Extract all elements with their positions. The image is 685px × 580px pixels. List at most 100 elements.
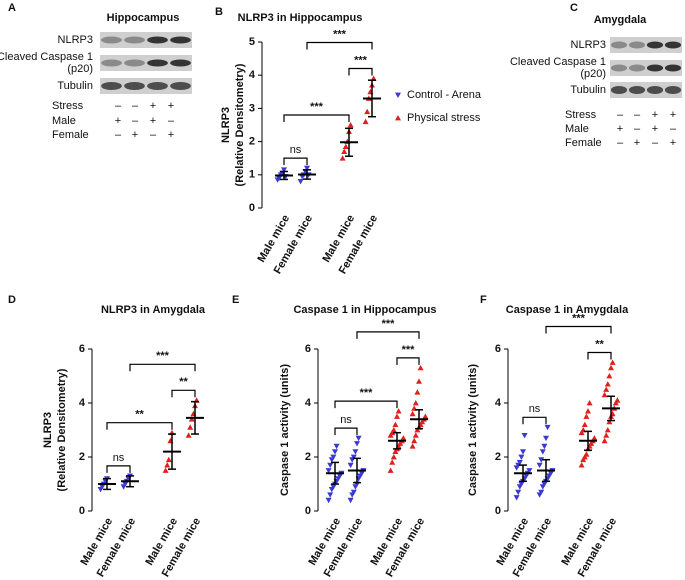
data-point — [614, 397, 621, 403]
data-point — [327, 462, 334, 469]
blot-band — [610, 60, 682, 76]
blot-lane — [170, 59, 191, 67]
data-point — [606, 418, 613, 425]
condition-mark: – — [168, 115, 175, 127]
condition-mark: – — [132, 115, 139, 127]
condition-mark: + — [634, 137, 640, 149]
y-tick-label: 0 — [495, 505, 501, 517]
condition-label: Male — [52, 115, 76, 127]
y-axis-label: NLRP3 — [220, 107, 232, 143]
legend-label: Control - Arena — [407, 89, 482, 101]
data-point — [601, 391, 608, 398]
data-point — [416, 378, 422, 384]
condition-mark: + — [115, 115, 121, 127]
significance-bracket — [334, 400, 398, 409]
panel-letter: F — [480, 294, 487, 306]
condition-label: Stress — [565, 109, 597, 121]
data-point — [394, 413, 400, 419]
blot-lane — [147, 82, 168, 90]
data-point — [332, 449, 338, 455]
data-point — [390, 427, 397, 433]
condition-mark: – — [634, 123, 641, 135]
blot-label: (p20) — [580, 68, 606, 80]
blot-label: Tubulin — [57, 80, 93, 92]
data-point — [347, 462, 354, 469]
data-point — [526, 468, 533, 474]
data-point — [601, 437, 608, 444]
data-point — [608, 364, 614, 371]
y-axis-label: Caspase 1 activity (units) — [279, 364, 291, 496]
blot-title: Amygdala — [594, 14, 647, 26]
data-point — [409, 410, 416, 417]
data-point — [350, 489, 357, 496]
panel-letter: E — [232, 294, 239, 306]
legend-marker — [395, 92, 401, 98]
condition-label: Male — [565, 123, 589, 135]
blot-band — [100, 55, 192, 71]
condition-mark: + — [652, 123, 658, 135]
data-point — [544, 424, 551, 431]
data-point — [609, 359, 616, 365]
data-point — [536, 462, 543, 469]
data-point — [591, 435, 598, 441]
significance-bracket — [356, 331, 420, 339]
blot-label: Cleaved Caspase 1 — [510, 56, 606, 68]
blot-lane — [147, 36, 168, 44]
data-point — [389, 459, 396, 465]
blot-lane — [664, 64, 682, 72]
y-tick-label: 4 — [305, 397, 312, 409]
data-point — [521, 433, 528, 439]
condition-mark: + — [168, 129, 174, 141]
significance-label: *** — [354, 54, 368, 66]
blot-lane — [124, 36, 145, 44]
blot-label: NLRP3 — [58, 34, 93, 46]
blot-lane — [170, 82, 191, 90]
blot-lane — [664, 41, 682, 49]
condition-mark: + — [617, 123, 623, 135]
data-point — [538, 457, 545, 463]
blot-lane — [124, 59, 145, 67]
chart-title: Caspase 1 in Amygdala — [506, 304, 629, 316]
data-point — [162, 467, 169, 473]
y-tick-label: 6 — [305, 343, 311, 355]
data-point — [325, 468, 332, 474]
data-point — [185, 432, 192, 438]
y-axis-label: Caspase 1 activity (units) — [467, 364, 479, 496]
y-tick-label: 2 — [79, 451, 85, 463]
panel-letter: D — [8, 294, 16, 306]
significance-label: ns — [113, 452, 125, 464]
blot-band — [100, 32, 192, 48]
y-tick-label: 4 — [495, 397, 502, 409]
blot-title: Hippocampus — [107, 12, 180, 24]
data-point — [187, 424, 194, 430]
data-point — [327, 492, 334, 498]
data-point — [539, 449, 546, 455]
y-tick-label: 4 — [249, 69, 256, 81]
data-point — [586, 400, 593, 406]
y-tick-label: 5 — [249, 36, 255, 48]
data-point — [362, 118, 369, 125]
panel-letter: B — [215, 6, 223, 18]
blot-band — [610, 37, 682, 53]
condition-mark: – — [670, 123, 677, 135]
blot-lane — [101, 82, 122, 90]
significance-label: *** — [156, 350, 170, 362]
condition-label: Female — [565, 137, 602, 149]
data-point — [538, 489, 545, 496]
condition-mark: + — [132, 129, 138, 141]
significance-bracket — [587, 351, 612, 360]
data-point — [603, 386, 610, 392]
data-point — [585, 408, 591, 414]
blot-label: NLRP3 — [571, 39, 606, 51]
chart-title: NLRP3 in Hippocampus — [238, 12, 363, 24]
significance-label: ns — [340, 414, 352, 426]
data-point — [422, 413, 429, 419]
significance-bracket — [522, 416, 547, 425]
blot-band — [100, 78, 192, 94]
data-point — [387, 467, 394, 473]
legend-marker — [395, 115, 401, 121]
y-tick-label: 0 — [79, 505, 85, 517]
data-point — [347, 122, 354, 128]
significance-bracket — [106, 465, 131, 473]
